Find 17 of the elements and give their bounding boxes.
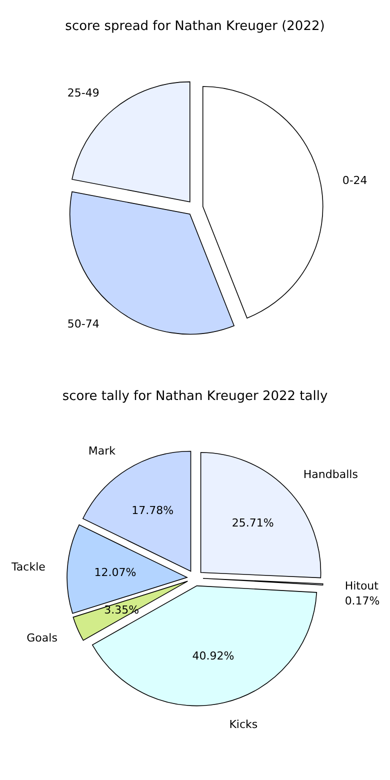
data-label: 40.92% <box>192 650 234 663</box>
data-label: 25.71% <box>232 516 274 530</box>
slice-label: Goals <box>26 632 58 645</box>
chart-title: score tally for Nathan Kreuger 2022 tally <box>62 389 328 404</box>
slice-label: 50-74 <box>67 317 100 330</box>
slice-label: Handballs <box>303 468 358 482</box>
data-label: 17.78% <box>132 504 174 518</box>
data-label: 12.07% <box>94 566 136 579</box>
slice-label: Mark <box>88 444 116 458</box>
slice-label: 25-49 <box>67 86 100 100</box>
data-label: 3.35% <box>104 604 140 617</box>
slice-label: Kicks <box>229 718 258 731</box>
slice-label: Hitout <box>344 579 380 592</box>
slice-label: 0-24 <box>342 174 368 187</box>
slice-label: Tackle <box>10 560 46 574</box>
data-label: 0.17% <box>344 594 380 608</box>
chart-title: score spread for Nathan Kreuger (2022) <box>65 19 325 34</box>
